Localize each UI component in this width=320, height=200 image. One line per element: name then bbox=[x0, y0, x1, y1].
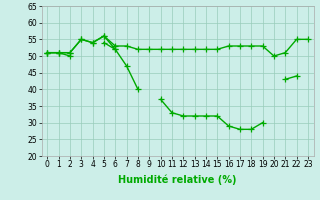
X-axis label: Humidité relative (%): Humidité relative (%) bbox=[118, 175, 237, 185]
